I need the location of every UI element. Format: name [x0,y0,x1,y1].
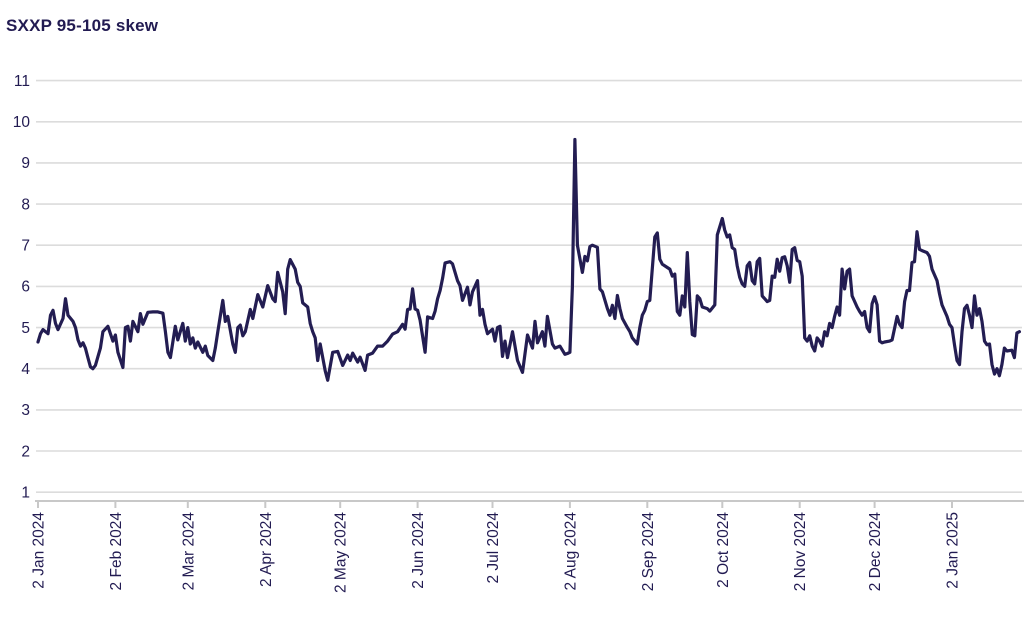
x-axis-tick-label: 2 Dec 2024 [867,512,884,592]
y-axis-tick-label: 3 [21,402,30,419]
y-axis-tick-label: 6 [21,279,30,296]
y-axis-tick-label: 2 [21,443,30,460]
x-axis-tick-label: 2 Mar 2024 [180,512,197,591]
y-axis-tick-label: 5 [21,320,30,337]
y-axis-tick-label: 1 [21,485,30,502]
x-axis-tick-label: 2 May 2024 [333,512,350,593]
x-axis-tick-label: 2 Nov 2024 [792,512,809,592]
x-axis-tick-label: 2 Jul 2024 [485,512,502,584]
x-axis-tick-label: 2 Aug 2024 [562,512,579,591]
chart-title: SXXP 95-105 skew [6,16,159,35]
x-axis-tick-label: 2 Jan 2025 [945,512,962,589]
x-axis-tick-label: 2 Oct 2024 [715,512,732,588]
y-axis-tick-label: 11 [14,73,30,90]
y-axis-tick-label: 9 [21,155,30,172]
y-axis-tick-label: 7 [21,238,30,255]
x-axis-tick-label: 2 Jun 2024 [410,512,427,589]
x-axis-tick-label: 2 Feb 2024 [108,512,125,591]
x-axis-tick-label: 2 Jan 2024 [31,512,48,589]
y-axis-tick-label: 10 [13,114,31,131]
series-line-sxxp-skew [36,137,1022,382]
y-axis-tick-label: 4 [21,361,30,378]
y-axis-tick-label: 8 [21,196,30,213]
x-axis-tick-label: 2 Sep 2024 [640,512,657,592]
x-axis-tick-label: 2 Apr 2024 [258,512,275,587]
